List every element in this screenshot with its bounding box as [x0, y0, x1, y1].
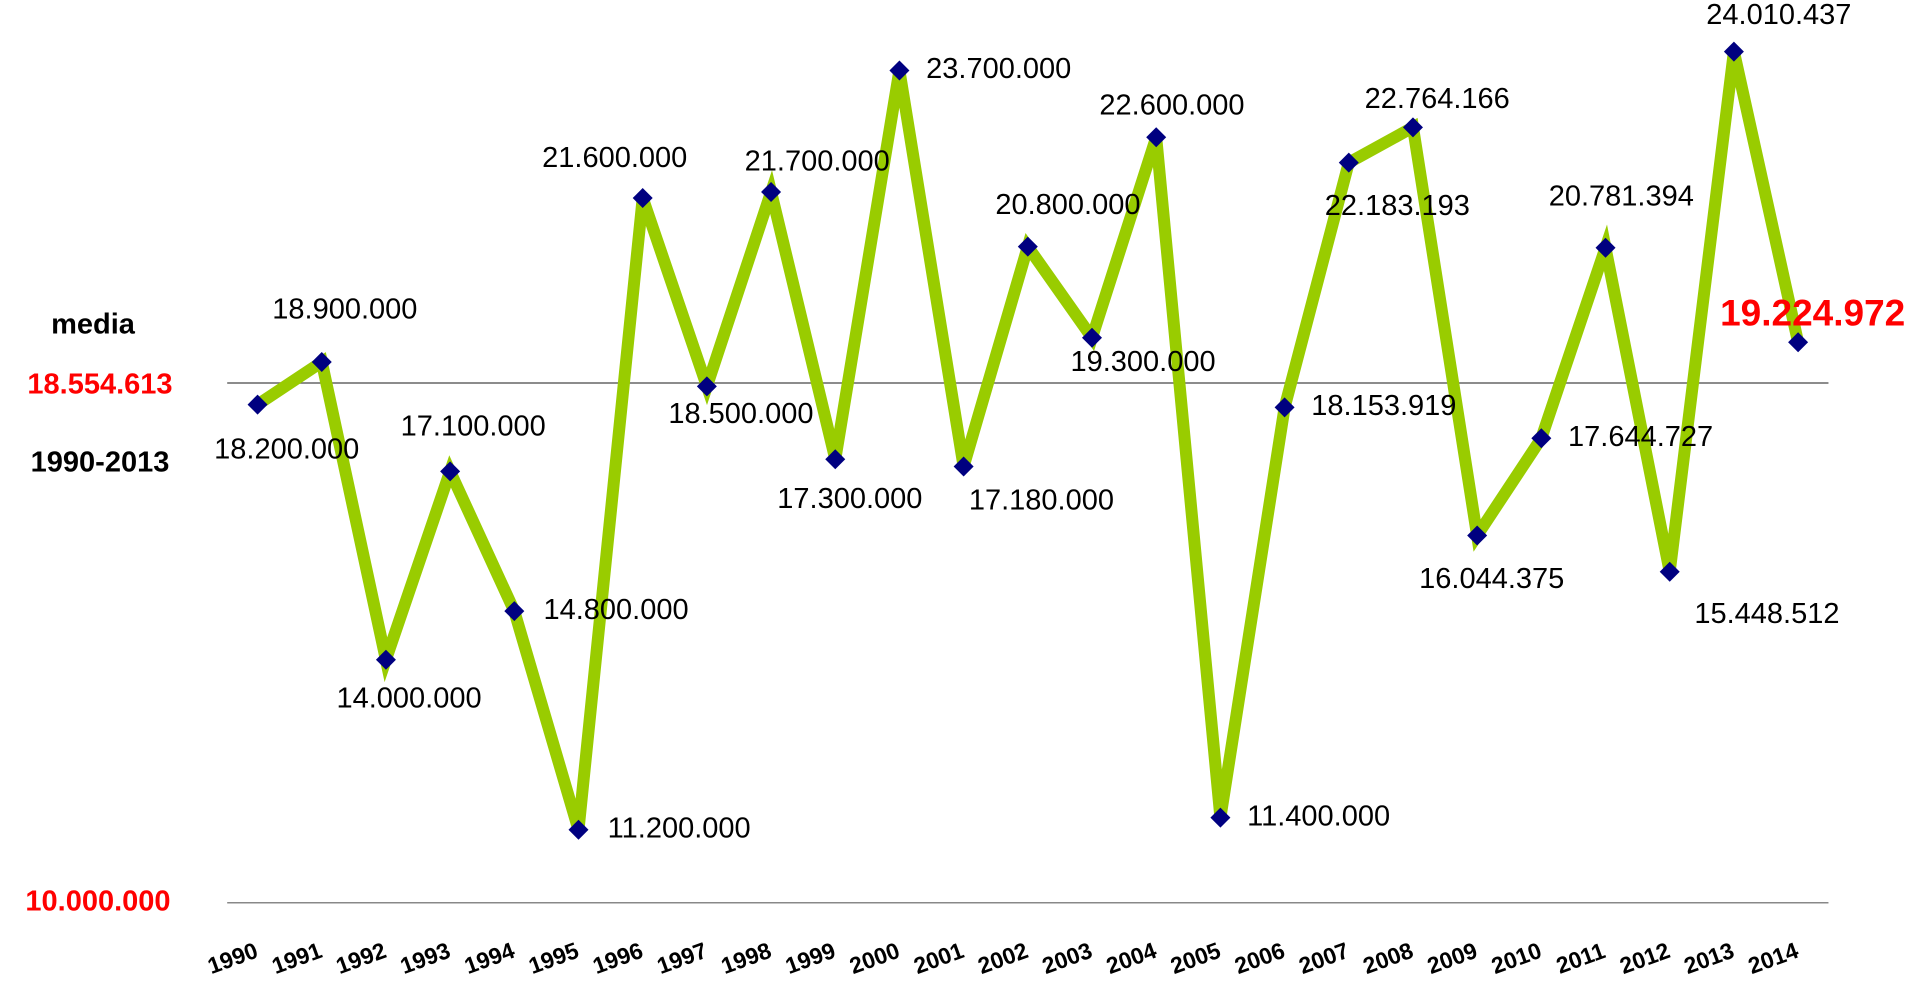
x-tick-label: 2012	[1616, 937, 1673, 979]
x-tick-label: 1996	[589, 937, 646, 979]
data-label: 14.000.000	[336, 682, 481, 714]
data-label: 20.800.000	[995, 189, 1140, 221]
reference-period: 1990-2013	[31, 447, 170, 479]
x-tick-label: 1997	[653, 937, 710, 979]
data-label: 17.300.000	[777, 483, 922, 515]
x-tick-label: 1998	[718, 937, 775, 979]
x-tick-label: 2008	[1360, 937, 1417, 979]
marker	[1274, 397, 1295, 418]
marker	[1082, 327, 1103, 348]
data-label: 17.100.000	[401, 410, 546, 442]
x-tick-label: 1999	[782, 937, 839, 979]
data-label: 11.400.000	[1247, 800, 1390, 832]
data-label: 21.600.000	[542, 142, 687, 174]
data-label: 19.224.972	[1720, 292, 1905, 333]
data-label: 18.900.000	[272, 294, 417, 326]
x-tick-label: 2007	[1295, 937, 1352, 979]
data-label: 19.300.000	[1070, 346, 1215, 378]
marker	[632, 188, 653, 209]
data-label: 17.644.727	[1568, 421, 1713, 453]
marker	[504, 601, 525, 622]
marker	[1531, 428, 1552, 449]
marker	[889, 60, 910, 81]
data-label: 18.500.000	[668, 398, 813, 430]
x-tick-label: 2009	[1424, 937, 1481, 979]
x-tick-label: 2004	[1103, 937, 1160, 979]
data-label: 20.781.394	[1549, 181, 1694, 213]
marker	[1402, 117, 1423, 138]
x-tick-label: 2003	[1039, 937, 1096, 979]
y-tick-label: 10.000.000	[25, 885, 170, 917]
x-tick-label: 2011	[1553, 937, 1609, 979]
data-label: 18.200.000	[214, 433, 359, 465]
data-label: 14.800.000	[543, 594, 688, 626]
x-tick-label: 2002	[974, 937, 1031, 979]
marker	[696, 376, 717, 397]
marker	[1338, 152, 1359, 173]
reference-value: 18.554.613	[27, 369, 172, 401]
x-tick-label: 1990	[204, 937, 261, 979]
marker	[1723, 41, 1744, 62]
marker	[375, 649, 396, 670]
x-tick-label: 2001	[910, 937, 967, 979]
x-tick-label: 1991	[268, 937, 325, 979]
data-label: 11.200.000	[608, 812, 751, 844]
x-tick-label: 2014	[1745, 937, 1802, 979]
x-tick-label: 1994	[461, 937, 518, 979]
data-label: 23.700.000	[926, 53, 1071, 85]
marker	[1210, 807, 1231, 828]
marker	[1659, 561, 1680, 582]
marker	[311, 352, 332, 373]
x-tick-label: 1992	[332, 937, 389, 979]
marker	[825, 449, 846, 470]
data-label: 24.010.437	[1706, 0, 1851, 31]
data-label: 22.600.000	[1099, 90, 1244, 122]
marker	[440, 461, 461, 482]
marker	[1017, 236, 1038, 257]
x-tick-label: 2010	[1488, 937, 1545, 979]
marker	[568, 819, 589, 840]
data-label: 15.448.512	[1694, 598, 1839, 630]
x-tick-label: 1993	[397, 937, 454, 979]
marker	[953, 456, 974, 477]
reference-label: media	[51, 309, 136, 341]
data-label: 18.153.919	[1311, 390, 1456, 422]
marker	[1467, 525, 1488, 546]
marker	[1595, 237, 1616, 258]
data-label: 22.764.166	[1365, 83, 1510, 115]
data-label: 22.183.193	[1325, 190, 1470, 222]
x-tick-label: 1995	[525, 937, 582, 979]
data-label: 17.180.000	[969, 484, 1114, 516]
data-label: 16.044.375	[1419, 563, 1564, 595]
marker	[247, 394, 268, 415]
marker	[761, 181, 782, 202]
marker	[1788, 332, 1809, 353]
data-label: 21.700.000	[745, 145, 890, 177]
x-tick-label: 2013	[1680, 937, 1737, 979]
x-tick-label: 2006	[1231, 937, 1288, 979]
x-tick-label: 2000	[846, 937, 903, 979]
marker	[1146, 127, 1167, 148]
x-tick-label: 2005	[1167, 937, 1224, 979]
